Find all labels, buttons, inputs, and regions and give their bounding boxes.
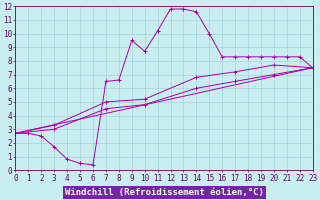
X-axis label: Windchill (Refroidissement éolien,°C): Windchill (Refroidissement éolien,°C) bbox=[65, 188, 263, 197]
